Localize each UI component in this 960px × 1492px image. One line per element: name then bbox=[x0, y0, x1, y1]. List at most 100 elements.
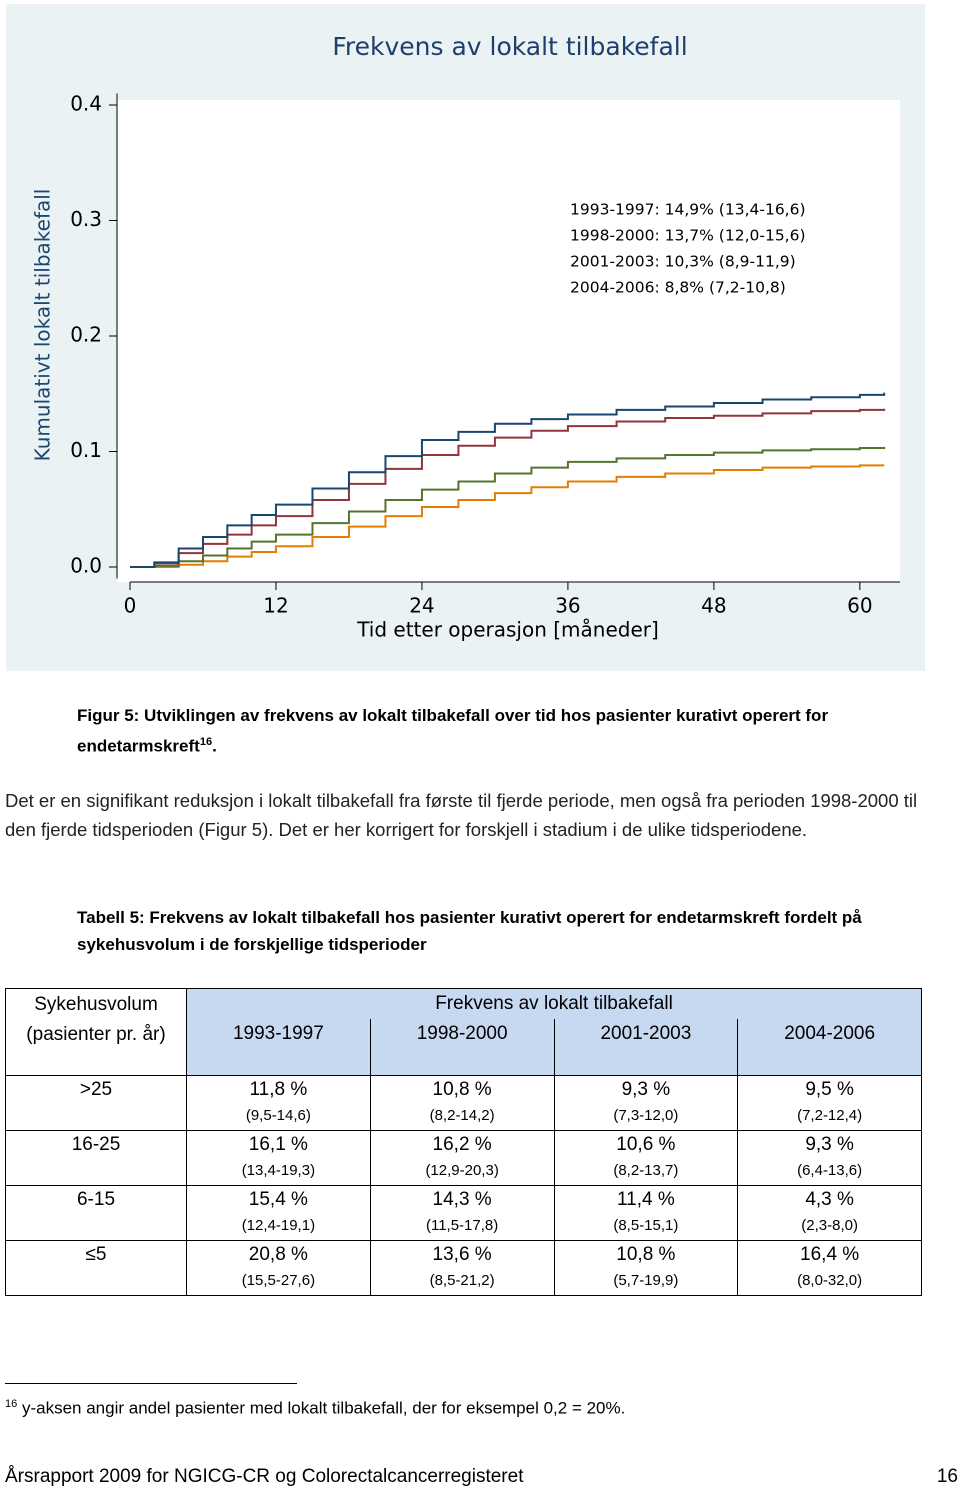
y-tick-label: 0.3 bbox=[70, 207, 102, 231]
chart: Frekvens av lokalt tilbakefall Kumulativ… bbox=[6, 4, 925, 671]
annotation: 1993-1997: 14,9% (13,4-16,6) bbox=[570, 201, 806, 219]
table-cell: 9,5 % (7,2-12,4) bbox=[737, 1075, 922, 1131]
cell-value: 11,4 % bbox=[617, 1189, 675, 1210]
table-cell: 11,4 % (8,5-15,1) bbox=[553, 1185, 739, 1241]
table-caption: Tabell 5: Frekvens av lokalt tilbakefall… bbox=[77, 908, 862, 954]
y-tick-label: 0.1 bbox=[70, 438, 102, 462]
cell-ci: (13,4-19,3) bbox=[241, 1162, 316, 1179]
figure-caption: Figur 5: Utviklingen av frekvens av loka… bbox=[77, 702, 917, 760]
period-row: 1993-1997 1998-2000 2001-2003 2004-2006 bbox=[6, 1019, 922, 1076]
cell-value: 9,3 % bbox=[621, 1079, 671, 1100]
cell-ci: (9,5-14,6) bbox=[245, 1107, 311, 1124]
table-cell: 10,8 % (8,2-14,2) bbox=[369, 1075, 555, 1131]
annotation: 2004-2006: 8,8% (7,2-10,8) bbox=[570, 279, 786, 297]
cell-ci: (8,5-21,2) bbox=[429, 1272, 495, 1289]
cell-ci: (5,7-19,9) bbox=[613, 1272, 679, 1289]
table-group-header: Frekvens av lokalt tilbakefall bbox=[186, 988, 922, 1019]
step-line bbox=[130, 408, 886, 568]
table-cell: 10,8 % (5,7-19,9) bbox=[553, 1240, 739, 1296]
footnote-number: 16 bbox=[5, 1398, 18, 1410]
footnote-text: y-aksen angir andel pasienter med lokalt… bbox=[21, 1398, 626, 1418]
table-cell: 13,6 % (8,5-21,2) bbox=[369, 1240, 555, 1296]
y-tick-label: 0.2 bbox=[70, 323, 102, 347]
step-line bbox=[130, 446, 886, 568]
plot-area bbox=[117, 100, 900, 582]
cell-value: 16,1 % bbox=[248, 1134, 308, 1155]
caption-end: . bbox=[212, 736, 217, 756]
cell-ci: (15,5-27,6) bbox=[241, 1272, 316, 1289]
table-row: 16-25 16,1 % (13,4-19,3) 16,2 % (12,9-20,3) 1… bbox=[5, 1130, 922, 1186]
footnote-rule bbox=[5, 1383, 297, 1384]
cell-ci: (7,3-12,0) bbox=[613, 1107, 679, 1124]
step-line bbox=[130, 392, 886, 568]
cell-value: 9,5 % bbox=[805, 1079, 854, 1100]
cell-value: 14,3 % bbox=[432, 1189, 492, 1210]
cell-ci: (2,3-8,0) bbox=[801, 1217, 858, 1234]
cell-value: 9,3 % bbox=[805, 1134, 854, 1155]
table-cell: 16,4 % (8,0-32,0) bbox=[737, 1240, 922, 1296]
table-row: 6-15 15,4 % (12,4-19,1) 14,3 % (11,5-17,8) 11… bbox=[5, 1185, 922, 1241]
cell-value: 10,8 % bbox=[616, 1244, 676, 1265]
cell-ci: (12,4-19,1) bbox=[241, 1217, 316, 1234]
table: Sykehusvolum (pasienter pr. år) Frekvens… bbox=[5, 988, 922, 1296]
cell-value: 16,2 % bbox=[432, 1134, 492, 1155]
footnote: 16 y-aksen angir andel pasienter med lok… bbox=[5, 1398, 625, 1419]
row-label: ≤5 bbox=[5, 1240, 187, 1296]
period-header: 1993-1997 bbox=[186, 1019, 371, 1076]
x-tick-label: 24 bbox=[409, 594, 434, 618]
cell-ci: (8,5-15,1) bbox=[613, 1217, 679, 1234]
chart-title: Frekvens av lokalt tilbakefall bbox=[332, 32, 687, 61]
caption-sup: 16 bbox=[199, 736, 213, 748]
x-axis-label: Tid etter operasjon [måneder] bbox=[356, 618, 659, 642]
table-cell: 4,3 % (2,3-8,0) bbox=[737, 1185, 922, 1241]
cell-value: 20,8 % bbox=[248, 1244, 308, 1265]
cell-value: 11,8 % bbox=[249, 1079, 308, 1100]
x-tick-label: 48 bbox=[701, 594, 726, 618]
table-cell: 9,3 % (6,4-13,6) bbox=[737, 1130, 922, 1186]
x-tick-label: 12 bbox=[263, 594, 288, 618]
caption-text: Figur 5: Utviklingen av frekvens av loka… bbox=[77, 706, 829, 756]
x-tick-label: 60 bbox=[847, 594, 872, 618]
cell-ci: (12,9-20,3) bbox=[425, 1162, 499, 1179]
cell-value: 15,4 % bbox=[248, 1189, 308, 1210]
table-row: ≤5 20,8 % (15,5-27,6) 13,6 % (8,5-21,2) 10,8 … bbox=[5, 1240, 922, 1296]
step-line bbox=[130, 464, 885, 568]
cell-value: 4,3 % bbox=[805, 1189, 854, 1210]
cell-value: 13,6 % bbox=[432, 1244, 492, 1265]
row-label: 6-15 bbox=[5, 1185, 187, 1241]
table-cell: 16,2 % (12,9-20,3) bbox=[369, 1130, 555, 1186]
cell-value: 10,8 % bbox=[432, 1079, 492, 1100]
period-header: 1998-2000 bbox=[369, 1019, 555, 1076]
period-header: 2001-2003 bbox=[553, 1019, 739, 1076]
cell-ci: (11,5-17,8) bbox=[425, 1217, 499, 1234]
row-label: 16-25 bbox=[5, 1130, 187, 1186]
y-tick-label: 0.4 bbox=[70, 92, 102, 116]
cell-ci: (6,4-13,6) bbox=[797, 1162, 863, 1179]
table-cell: 14,3 % (11,5-17,8) bbox=[369, 1185, 555, 1241]
table-cell: 16,1 % (13,4-19,3) bbox=[186, 1130, 371, 1186]
x-tick-label: 36 bbox=[555, 594, 580, 618]
y-axis-label: Kumulativt lokalt tilbakefall bbox=[31, 189, 55, 462]
cell-value: 10,6 % bbox=[616, 1134, 676, 1155]
period-header: 2004-2006 bbox=[737, 1019, 922, 1076]
table-cell: 15,4 % (12,4-19,1) bbox=[186, 1185, 371, 1241]
row-label: >25 bbox=[5, 1075, 187, 1131]
cell-ci: (8,2-13,7) bbox=[613, 1162, 679, 1179]
x-tick-label: 0 bbox=[124, 594, 137, 618]
cell-ci: (8,2-14,2) bbox=[429, 1107, 495, 1124]
table-row: >25 11,8 % (9,5-14,6) 10,8 % (8,2-14,2) 9,3 %… bbox=[5, 1075, 922, 1131]
cell-ci: (8,0-32,0) bbox=[797, 1272, 863, 1289]
footer-page: 16 bbox=[936, 1466, 958, 1487]
paragraph: Det er en signifikant reduksjon i lokalt… bbox=[5, 790, 918, 840]
table-corner: Sykehusvolum (pasienter pr. år) bbox=[5, 988, 187, 1076]
cell-ci: (7,2-12,4) bbox=[797, 1107, 863, 1124]
footer-left: Årsrapport 2009 for NGICG-CR og Colorect… bbox=[5, 1466, 524, 1487]
table-cell: 20,8 % (15,5-27,6) bbox=[186, 1240, 371, 1296]
cell-value: 16,4 % bbox=[800, 1244, 860, 1265]
annotation: 2001-2003: 10,3% (8,9-11,9) bbox=[570, 253, 796, 271]
table-cell: 10,6 % (8,2-13,7) bbox=[553, 1130, 739, 1186]
y-tick-label: 0.0 bbox=[70, 554, 102, 578]
annotation: 1998-2000: 13,7% (12,0-15,6) bbox=[570, 227, 806, 245]
table-cell: 9,3 % (7,3-12,0) bbox=[553, 1075, 739, 1131]
